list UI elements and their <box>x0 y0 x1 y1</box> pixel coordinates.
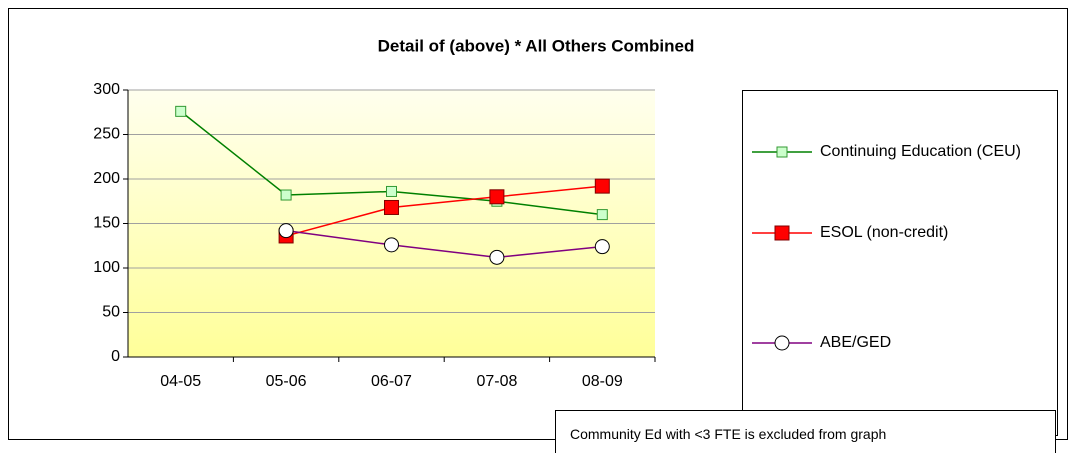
x-tick-label: 07-08 <box>476 373 517 390</box>
legend-marker <box>774 225 790 241</box>
x-tick-label: 05-06 <box>266 373 307 390</box>
legend-label: ESOL (non-credit) <box>820 224 949 241</box>
legend-label: Continuing Education (CEU) <box>820 143 1021 160</box>
legend-label: ABE/GED <box>820 334 892 351</box>
series-line <box>285 229 603 259</box>
x-tick-label: 08-09 <box>582 373 623 390</box>
legend-marker <box>774 335 790 351</box>
x-tick-label: 04-05 <box>160 373 201 390</box>
x-tick-label: 06-07 <box>371 373 412 390</box>
y-tick-label: 250 <box>93 126 120 143</box>
data-point <box>175 105 187 117</box>
y-tick-label: 0 <box>111 348 120 365</box>
data-point <box>280 189 292 201</box>
data-point <box>489 189 505 205</box>
data-point <box>594 239 610 255</box>
y-tick-label: 200 <box>93 170 120 187</box>
y-tick-label: 50 <box>102 304 120 321</box>
data-point <box>596 209 608 221</box>
legend-box <box>742 90 1058 436</box>
legend-marker <box>776 146 788 158</box>
data-point <box>386 185 397 197</box>
chart-title: Detail of (above) * All Others Combined <box>378 36 695 55</box>
y-tick-label: 100 <box>93 259 120 276</box>
series-line <box>285 185 603 237</box>
data-point <box>489 249 505 265</box>
y-tick-label: 300 <box>93 81 120 98</box>
data-point <box>384 237 399 253</box>
data-point <box>278 223 294 239</box>
data-point <box>594 178 610 194</box>
y-tick-label: 150 <box>93 215 120 232</box>
data-point <box>384 199 399 215</box>
note: Community Ed with <3 FTE is excluded fro… <box>555 410 1056 453</box>
